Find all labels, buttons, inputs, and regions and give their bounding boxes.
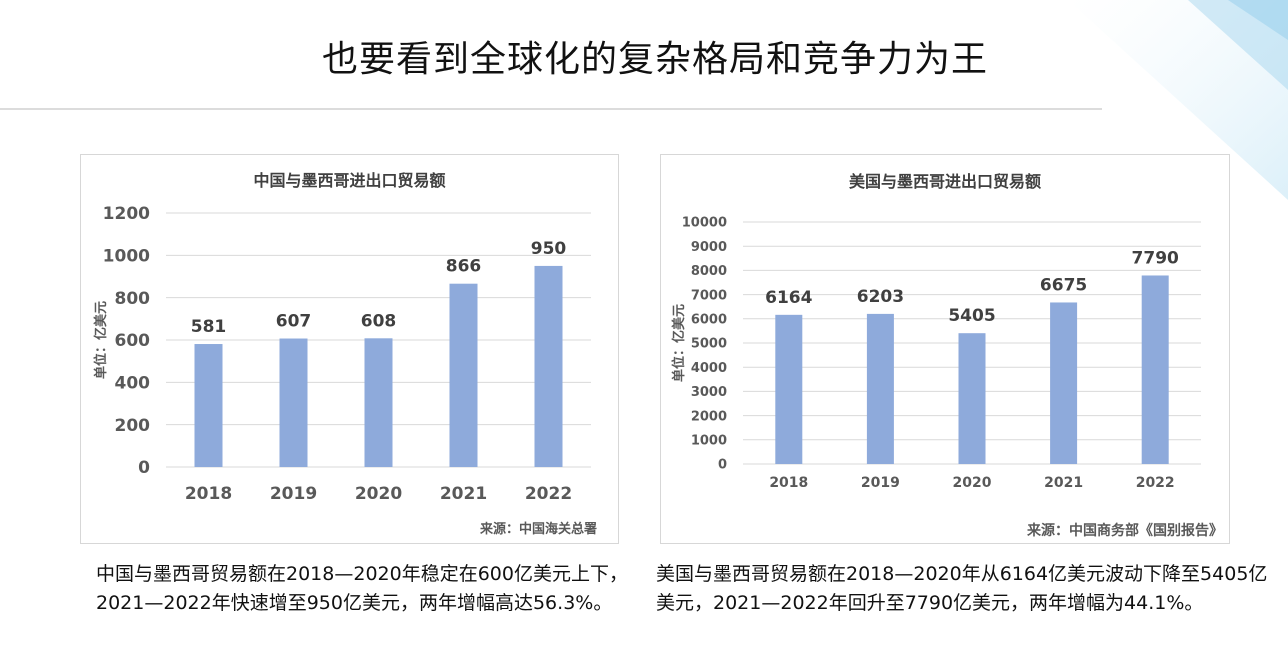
y-tick-label: 6000 <box>691 312 727 327</box>
y-tick-label: 2000 <box>691 409 727 424</box>
data-label: 6675 <box>1040 275 1087 295</box>
x-tick-label: 2019 <box>270 484 317 504</box>
corner-decoration <box>1068 0 1288 200</box>
y-tick-label: 800 <box>115 289 151 309</box>
y-tick-label: 400 <box>115 373 151 393</box>
china-mexico-chart-panel: 中国与墨西哥进出口贸易额 0 200 400 600 800 1000 1200 单位：亿美元 5… <box>80 154 619 544</box>
data-label: 6203 <box>857 287 904 307</box>
y-tick-label: 10000 <box>682 216 727 231</box>
x-tick-label: 2019 <box>861 475 900 491</box>
bar <box>279 338 308 467</box>
data-label: 608 <box>361 311 397 331</box>
chart-title: 美国与墨西哥进出口贸易额 <box>849 172 1041 191</box>
us-mexico-caption: 美国与墨西哥贸易额在2018—2020年从6164亿美元波动下降至5405亿美元… <box>656 563 1268 614</box>
x-tick-label: 2022 <box>525 484 572 504</box>
data-label: 950 <box>531 239 567 259</box>
source-note: 来源：中国商务部《国别报告》 <box>1026 522 1223 539</box>
y-tick-label: 200 <box>115 416 151 436</box>
data-label: 7790 <box>1132 248 1179 268</box>
y-tick-label: 5000 <box>691 337 727 352</box>
x-tick-label: 2022 <box>1136 475 1175 491</box>
bar <box>1050 302 1078 464</box>
bar <box>866 313 894 464</box>
x-tick-label: 2020 <box>355 484 402 504</box>
source-note: 来源：中国海关总署 <box>479 521 597 537</box>
data-label: 581 <box>191 317 227 337</box>
china-mexico-trade-chart: 中国与墨西哥进出口贸易额 0 200 400 600 800 1000 1200 单位：亿美元 5… <box>93 171 597 537</box>
bar <box>1141 275 1169 464</box>
title-divider <box>0 108 1102 110</box>
page-title: 也要看到全球化的复杂格局和竞争力为王 <box>321 39 988 80</box>
bar <box>194 344 223 467</box>
y-tick-label: 1000 <box>103 246 150 266</box>
data-label: 5405 <box>948 306 995 326</box>
bar <box>364 338 393 467</box>
us-mexico-chart-panel: 美国与墨西哥进出口贸易额 0 1000 2000 3000 4000 5000 6000 700… <box>660 154 1230 544</box>
x-tick-label: 2018 <box>769 475 808 491</box>
y-tick-label: 1000 <box>691 433 727 448</box>
y-tick-label: 9000 <box>691 240 727 255</box>
data-label: 6164 <box>765 288 812 308</box>
x-tick-label: 2021 <box>440 484 487 504</box>
y-tick-label: 1200 <box>103 204 150 224</box>
data-label: 607 <box>276 312 312 332</box>
bar <box>958 333 986 464</box>
y-tick-label: 0 <box>138 458 150 478</box>
us-mexico-trade-chart: 美国与墨西哥进出口贸易额 0 1000 2000 3000 4000 5000 6000 700… <box>671 172 1223 539</box>
y-tick-label: 8000 <box>691 264 727 279</box>
x-tick-label: 2018 <box>185 484 232 504</box>
bar <box>534 265 563 467</box>
y-tick-label: 0 <box>718 458 727 473</box>
chart-title: 中国与墨西哥进出口贸易额 <box>253 171 445 190</box>
data-label: 866 <box>446 257 482 277</box>
y-tick-label: 4000 <box>691 361 727 376</box>
x-tick-label: 2020 <box>953 475 992 491</box>
bar <box>775 314 803 464</box>
y-axis-title: 单位：亿美元 <box>671 304 687 382</box>
y-tick-label: 3000 <box>691 385 727 400</box>
y-tick-label: 600 <box>115 331 151 351</box>
bar <box>449 283 478 467</box>
x-tick-label: 2021 <box>1044 475 1083 491</box>
y-axis-title: 单位：亿美元 <box>93 301 109 379</box>
china-mexico-caption: 中国与墨西哥贸易额在2018—2020年稳定在600亿美元上下，2021—202… <box>96 563 628 614</box>
y-tick-label: 7000 <box>691 288 727 303</box>
